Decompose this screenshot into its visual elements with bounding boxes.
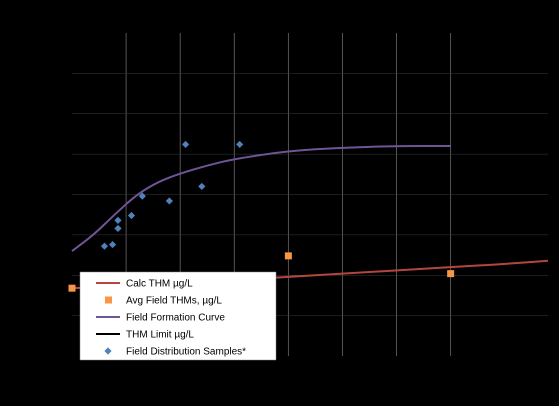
data-point-diamond: [181, 140, 190, 149]
legend-swatch: [105, 296, 112, 304]
data-point-square: [284, 252, 292, 260]
legend-label: THM Limit µg/L: [126, 330, 194, 341]
legend-entry: Field Distribution Samples*: [104, 347, 246, 358]
legend: Calc THM µg/L Avg Field THMs, µg/L Field F…: [79, 271, 277, 361]
data-point-diamond: [114, 216, 122, 224]
legend-entry: Avg Field THMs, µg/L: [105, 296, 222, 307]
legend-entry: Field Formation Curve: [96, 313, 225, 324]
series-layer: [68, 140, 549, 294]
legend-swatch: [104, 347, 112, 355]
legend-entry: THM Limit µg/L: [96, 330, 194, 341]
series-4: [100, 140, 244, 250]
data-point-square: [447, 270, 455, 278]
legend-label: Avg Field THMs, µg/L: [126, 296, 222, 307]
series-2: [71, 145, 451, 252]
data-point-diamond: [198, 182, 206, 191]
legend-label: Calc THM µg/L: [126, 279, 193, 290]
data-point-diamond: [138, 192, 146, 200]
legend-label: Field Distribution Samples*: [126, 347, 246, 358]
data-point-diamond: [108, 240, 117, 249]
series-line: [71, 145, 451, 252]
data-point-diamond: [165, 197, 173, 205]
data-point-diamond: [100, 242, 109, 250]
data-point-square: [68, 284, 76, 292]
legend-entry: Calc THM µg/L: [96, 279, 193, 290]
data-point-diamond: [127, 211, 136, 220]
data-point-diamond: [114, 224, 122, 233]
data-point-diamond: [236, 140, 244, 149]
legend-label: Field Formation Curve: [126, 313, 225, 324]
